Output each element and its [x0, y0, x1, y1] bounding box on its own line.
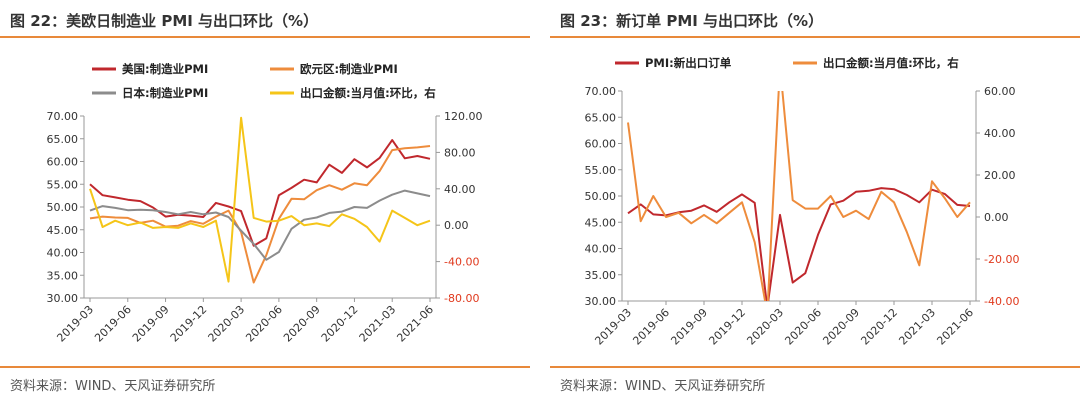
legend-label: 日本:制造业PMI [122, 86, 208, 100]
figure-23: 图 23：新订单 PMI 与出口环比（%） 70.00 65.00 60.00 55.… [550, 0, 1080, 404]
y-left-tick-label: 35.00 [47, 269, 79, 282]
x-tick-label: 2020-12 [858, 306, 900, 348]
legend-label: 出口金额:当月值:环比，右 [823, 56, 959, 70]
y-left-tick-label: 70.00 [585, 85, 617, 98]
x-tick-label: 2019-09 [668, 306, 710, 348]
y-left-tick-label: 45.00 [585, 216, 617, 229]
x-tick-label: 2019-06 [630, 306, 672, 348]
y-right-tick-label: 40.00 [984, 127, 1016, 140]
x-tick-label: 2020-12 [319, 303, 361, 345]
y-right-tick-label: 20.00 [984, 169, 1016, 182]
series-line-3 [89, 116, 431, 283]
x-tick-label: 2019-03 [592, 306, 634, 348]
y-right-tick-label: -40.00 [444, 256, 479, 269]
footer-divider [0, 366, 530, 368]
x-tick-label: 2020-09 [281, 303, 323, 345]
y-right-tick-label: -40.00 [984, 295, 1019, 308]
series-group [627, 91, 971, 301]
x-tick-label: 2020-09 [820, 306, 862, 348]
source-note: 资料来源：WIND、天风证券研究所 [560, 379, 766, 394]
figure-22: 图 22：美欧日制造业 PMI 与出口环比（%） 70.00 65.00 60.00… [0, 0, 530, 404]
y-right-tick-label: 40.00 [444, 183, 476, 196]
y-right-tick-label: 0.00 [984, 211, 1009, 224]
y-left-tick-label: 55.00 [47, 178, 79, 191]
y-left-tick-label: 40.00 [585, 243, 617, 256]
y-left-tick-label: 50.00 [47, 201, 79, 214]
y-left-tick-label: 60.00 [47, 156, 79, 169]
y-left-tick-label: 55.00 [585, 164, 617, 177]
x-tick-label: 2019-12 [168, 303, 210, 345]
y-left-tick-label: 30.00 [47, 292, 79, 305]
figure-title: 图 23：新订单 PMI 与出口环比（%） [560, 12, 824, 30]
title-divider [0, 36, 530, 38]
series-line-0 [89, 139, 431, 247]
y-left-tick-label: 60.00 [585, 138, 617, 151]
legend-label: 出口金额:当月值:环比，右 [300, 86, 436, 100]
legend-label: PMI:新出口订单 [645, 56, 732, 70]
x-tick-label: 2019-06 [92, 303, 134, 345]
x-tick-label: 2019-03 [54, 303, 96, 345]
y-left-tick-label: 30.00 [585, 295, 617, 308]
y-left-tick-label: 65.00 [585, 111, 617, 124]
series-group [89, 116, 431, 284]
y-left-tick-label: 65.00 [47, 133, 79, 146]
chart-pmi-us-eu-japan: 70.00 65.00 60.00 55.00 50.00 45.00 40.00 35.00… [47, 62, 483, 345]
x-tick-label: 2019-09 [130, 303, 172, 345]
y-right-tick-label: -80.00 [444, 292, 479, 305]
x-tick-label: 2021-03 [896, 306, 938, 348]
series-line-1 [89, 145, 431, 284]
legend-label: 欧元区:制造业PMI [300, 62, 398, 76]
x-tick-label: 2019-12 [706, 306, 748, 348]
series-line-2 [89, 189, 431, 261]
y-right-tick-label: 60.00 [984, 85, 1016, 98]
x-tick-label: 2021-03 [357, 303, 399, 345]
x-tick-label: 2020-06 [243, 303, 285, 345]
y-right-tick-label: 0.00 [444, 219, 469, 232]
chart-new-export-orders: 70.00 65.00 60.00 55.00 50.00 45.00 40.00 35.00… [585, 56, 1020, 348]
x-tick-label: 2020-03 [206, 303, 248, 345]
y-left-tick-label: 50.00 [585, 190, 617, 203]
x-tick-label: 2021-06 [394, 303, 436, 345]
x-tick-label: 2020-03 [744, 306, 786, 348]
y-left-tick-label: 70.00 [47, 110, 79, 123]
y-left-tick-label: 35.00 [585, 269, 617, 282]
figure-title: 图 22：美欧日制造业 PMI 与出口环比（%） [10, 12, 319, 30]
y-left-tick-label: 40.00 [47, 247, 79, 260]
source-note: 资料来源：WIND、天风证券研究所 [10, 379, 216, 394]
series-line-1 [627, 91, 971, 301]
x-tick-label: 2020-06 [782, 306, 824, 348]
title-divider [550, 36, 1080, 38]
series-line-0 [627, 187, 971, 301]
y-right-tick-label: 80.00 [444, 146, 476, 159]
footer-divider [550, 366, 1080, 368]
y-left-tick-label: 45.00 [47, 224, 79, 237]
legend-label: 美国:制造业PMI [122, 62, 208, 76]
y-right-tick-label: 120.00 [444, 110, 483, 123]
x-tick-label: 2021-06 [934, 306, 976, 348]
y-right-tick-label: -20.00 [984, 253, 1019, 266]
